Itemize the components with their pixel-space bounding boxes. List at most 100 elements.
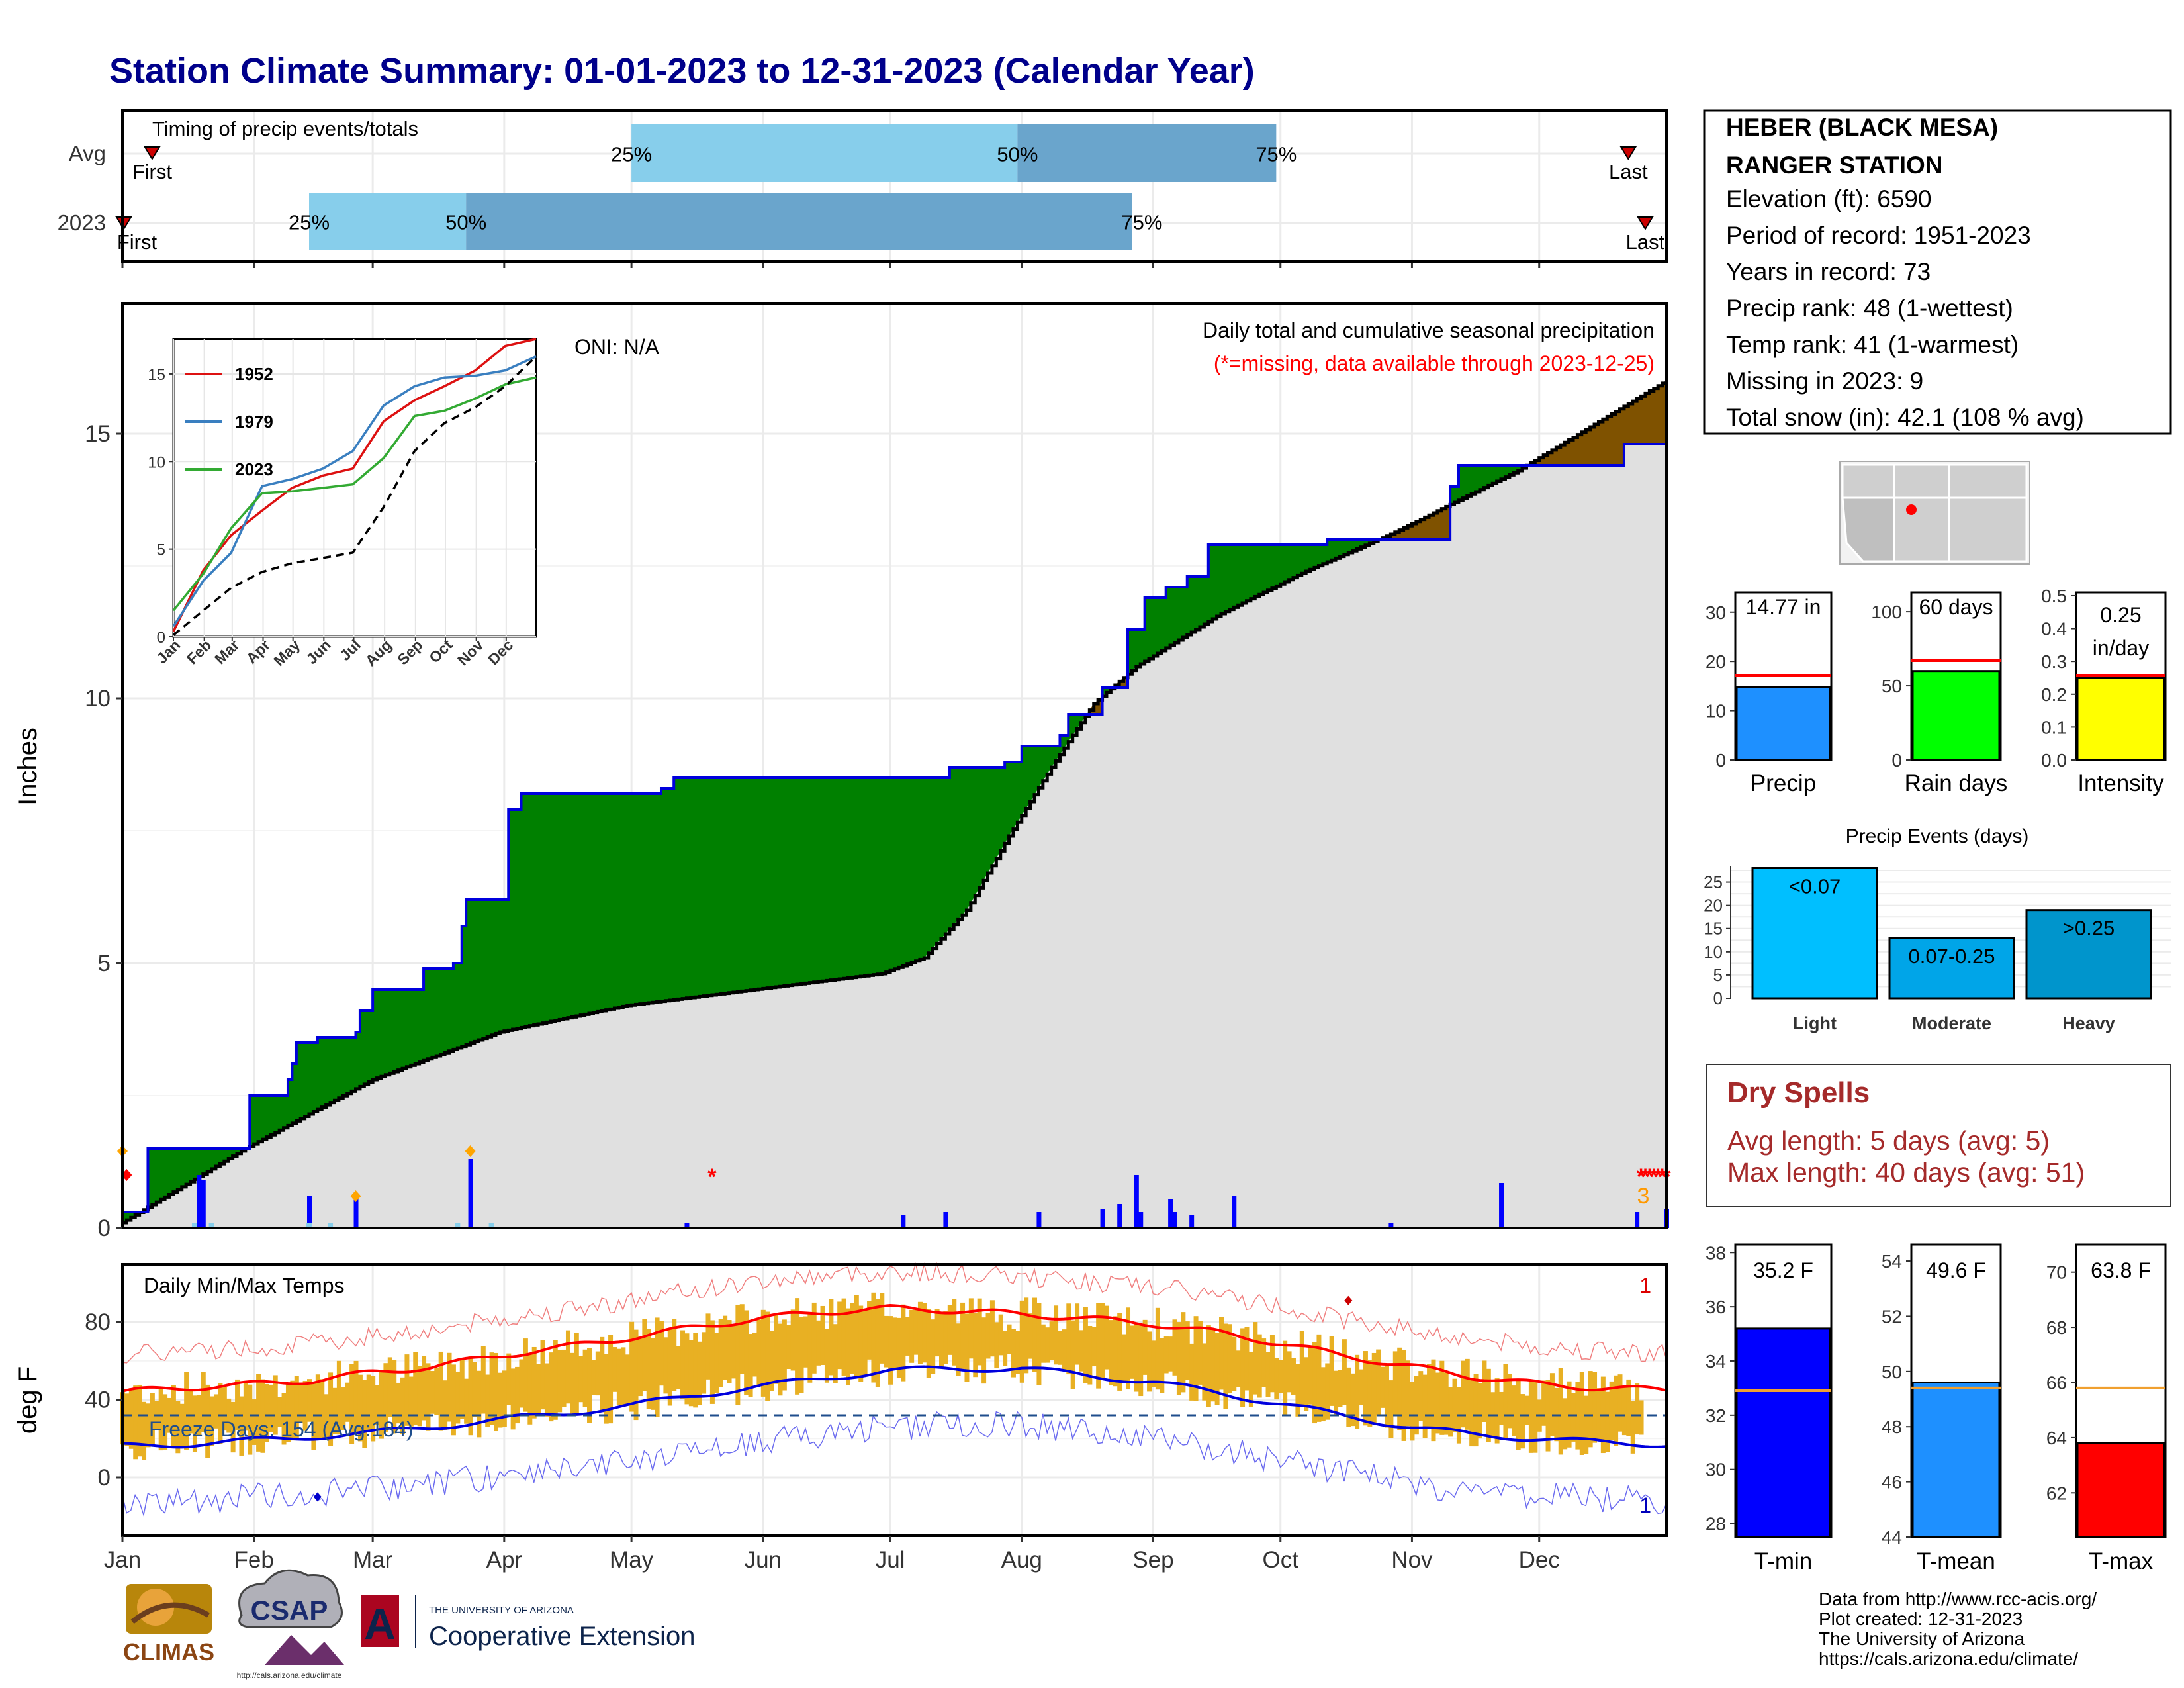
timing-row-label-avg: Avg [69, 141, 106, 165]
daily-temp-range-bar [451, 1364, 456, 1436]
daily-temp-range-bar [1236, 1350, 1241, 1387]
daily-temp-range-bar [816, 1320, 821, 1366]
daily-temp-range-bar [1172, 1319, 1177, 1376]
daily-temp-range-bar [523, 1338, 528, 1412]
daily-temp-range-bar [1045, 1327, 1050, 1363]
month-label-dec: Dec [1519, 1547, 1560, 1573]
dry-spells-frame [1706, 1064, 2171, 1207]
ua-block-a-icon [361, 1595, 399, 1647]
daily-temp-range-bar [345, 1382, 350, 1422]
month-label-sep: Sep [1132, 1547, 1173, 1573]
daily-temp-range-bar [1355, 1354, 1360, 1429]
daily-temp-range-bar [209, 1396, 214, 1446]
daily-temp-range-bar [1435, 1372, 1440, 1434]
daily-temp-range-bar [179, 1403, 185, 1448]
daily-temp-range-bar [727, 1320, 732, 1383]
daily-temp-range-bar [553, 1340, 558, 1420]
daily-temp-range-bar [1308, 1345, 1313, 1405]
events-y-tick-label: 5 [1713, 965, 1723, 985]
daily-temp-range-bar [256, 1374, 261, 1452]
month-label-aug: Aug [1001, 1547, 1042, 1573]
daily-temp-range-bar [811, 1302, 817, 1374]
precip-markers: * ******* [117, 1145, 1671, 1228]
daily-temp-range-bar [1299, 1331, 1304, 1407]
daily-temp-range-bar [1443, 1372, 1449, 1435]
daily-temp-range-bar [1232, 1336, 1237, 1391]
daily-temp-range-bar [1007, 1324, 1012, 1354]
daily-temp-range-bar [1609, 1381, 1614, 1441]
map-state-arizona [1841, 496, 1895, 563]
timing-last-marker-2023 [1637, 216, 1654, 230]
daily-temp-range-bar [1630, 1401, 1635, 1454]
daily-precip-bar [684, 1223, 690, 1228]
daily-temp-range-bar [637, 1336, 643, 1397]
daily-temp-range-bar [952, 1299, 957, 1366]
summary-tick-label-precip: 10 [1706, 701, 1726, 722]
temp-lines [122, 1262, 1667, 1517]
legend-label-1952: 1952 [235, 364, 273, 384]
daily-temp-range-bar [1117, 1313, 1122, 1391]
daily-temp-range-bar [905, 1317, 910, 1356]
precip-y-axis-label: Inches [13, 727, 42, 806]
daily-temp-range-bar [230, 1401, 236, 1453]
daily-temp-range-bar [655, 1317, 660, 1417]
daily-temp-range-bar [146, 1403, 151, 1448]
daily-temp-range-bar [960, 1302, 966, 1369]
daily-precip-bar [1499, 1183, 1504, 1228]
daily-temp-range-bar [133, 1385, 138, 1460]
daily-temp-range-bar [531, 1346, 537, 1419]
daily-temp-range-bar [1367, 1360, 1373, 1427]
daily-temp-range-bar [336, 1360, 341, 1435]
temp-summary-label-t-mean: T-mean [1917, 1548, 1995, 1574]
inset-legend: 1952 1979 2023 [185, 364, 273, 479]
locator-map [1839, 461, 2030, 565]
daily-temp-range-bar [595, 1351, 600, 1396]
daily-temp-range-bar [485, 1374, 490, 1427]
record-high-line [122, 1262, 1667, 1364]
daily-temp-range-bar [968, 1298, 974, 1359]
summary-bar-precip [1735, 686, 1831, 761]
daily-precip-bar [1635, 1212, 1640, 1228]
daily-temp-range-bar [642, 1319, 647, 1391]
daily-temp-range-bar [489, 1352, 494, 1425]
daily-temp-range-bar [782, 1319, 787, 1391]
daily-temp-range-bar [1189, 1343, 1195, 1401]
daily-temp-range-bar [824, 1329, 829, 1383]
daily-temp-range-bar [892, 1317, 897, 1370]
daily-precip-bar [1189, 1215, 1195, 1228]
timing-pct-75-2023: 75% [1121, 211, 1162, 234]
daily-temp-range-bar [192, 1395, 197, 1452]
daily-temp-range-bar [964, 1313, 970, 1382]
summary-tick-label-precip: 0 [1715, 750, 1726, 771]
daily-temp-range-bar [1507, 1374, 1512, 1429]
temp-summary-value-t-max: 63.8 F [2091, 1258, 2151, 1282]
daily-temp-range-bar [273, 1375, 278, 1435]
climas-logo: CLIMAS [123, 1584, 214, 1665]
daily-temp-range-bar [1533, 1380, 1538, 1453]
daily-temp-range-bar [1011, 1329, 1016, 1378]
daily-temp-range-bar [417, 1366, 422, 1427]
daily-temp-range-bar [1512, 1385, 1517, 1436]
daily-temp-range-bar [285, 1383, 291, 1442]
daily-temp-range-bar [1392, 1351, 1398, 1415]
timing-panel-border [121, 109, 1668, 263]
daily-temp-range-bar [201, 1372, 206, 1432]
daily-temp-range-bar [1295, 1364, 1300, 1417]
daily-temp-range-bar [128, 1388, 134, 1449]
temp-panel-heading: Daily Min/Max Temps [144, 1274, 344, 1297]
daily-precip-bar [201, 1180, 206, 1228]
daily-temp-range-bar [1461, 1360, 1466, 1428]
inset-y-tick-label: 10 [148, 453, 165, 471]
month-x-axis: Jan Feb Mar Apr May Jun Jul Aug Sep Oct Nov Dec [104, 1536, 1560, 1573]
daily-temp-range-bar [600, 1336, 605, 1413]
daily-temp-range-bar [515, 1366, 520, 1424]
daily-temp-range-bar [1592, 1372, 1598, 1443]
timing-bar-50-75-avg [1017, 124, 1277, 182]
month-label-mar: Mar [353, 1547, 393, 1573]
daily-temp-range-bar [1499, 1391, 1504, 1425]
climas-swoosh-icon [130, 1602, 210, 1624]
daily-temp-range-bar [1503, 1364, 1508, 1438]
daily-temp-range-bar [931, 1319, 936, 1374]
timing-bar-25-50-avg [631, 124, 1018, 182]
